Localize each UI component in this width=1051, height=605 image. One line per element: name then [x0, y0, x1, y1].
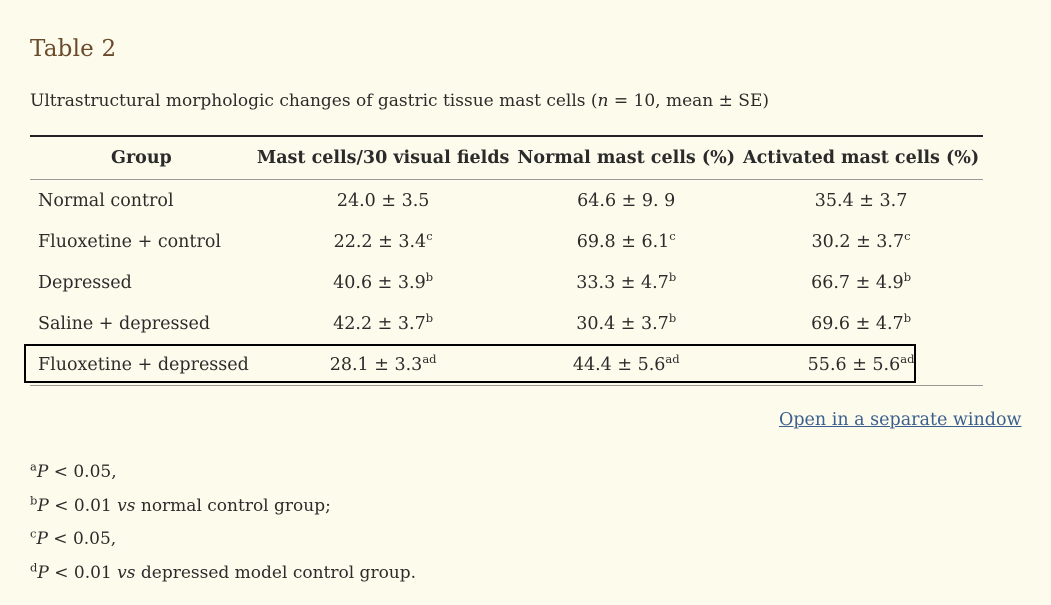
cell-superscript: b: [903, 269, 912, 284]
cell-value: 44.4 ± 5.6: [572, 354, 666, 375]
cell-normal-mast-cells: 30.4 ± 3.7b: [513, 303, 739, 344]
cell-value: 30.4 ± 3.7: [576, 313, 669, 334]
cell-value: 64.6 ± 9. 9: [577, 190, 676, 211]
footnote-vs: vs: [117, 562, 136, 583]
table-row: Saline + depressed 42.2 ± 3.7b 30.4 ± 3.…: [30, 303, 983, 344]
cell-superscript: c: [669, 228, 676, 243]
cell-group: Normal control: [38, 190, 174, 211]
cell-superscript: ad: [422, 351, 437, 366]
cell-superscript: ad: [665, 351, 680, 366]
cell-value: 40.6 ± 3.9: [333, 272, 426, 293]
footnotes: aP < 0.05, bP < 0.01 vs normal control g…: [30, 458, 416, 592]
footnote-mark: c: [30, 526, 37, 541]
cell-group: Fluoxetine + control: [38, 231, 221, 252]
cell-value: 22.2 ± 3.4: [333, 231, 427, 252]
footnote-vs: vs: [117, 495, 136, 516]
footnote-p: P: [36, 462, 49, 482]
footnote-text: < 0.05,: [47, 529, 117, 549]
footnote-text: < 0.01: [48, 495, 118, 516]
cell-value: 30.2 ± 3.7: [811, 231, 905, 252]
caption-n-variable: n: [597, 91, 609, 111]
cell-superscript: c: [904, 228, 911, 243]
cell-value: 66.7 ± 4.9: [811, 272, 904, 293]
cell-value: 35.4 ± 3.7: [814, 190, 908, 211]
footnote-item: cP < 0.05,: [30, 525, 416, 559]
cell-mast-cells: 24.0 ± 3.5: [253, 180, 514, 222]
header-activated-mast-cells: Activated mast cells (%): [743, 148, 980, 168]
cell-mast-cells: 40.6 ± 3.9b: [253, 262, 514, 303]
cell-activated-mast-cells: 69.6 ± 4.7b: [739, 303, 983, 344]
cell-normal-mast-cells: 44.4 ± 5.6ad: [513, 344, 739, 386]
footnote-p: P: [37, 495, 49, 516]
footnote-p: P: [37, 562, 49, 583]
cell-mast-cells: 22.2 ± 3.4c: [253, 221, 514, 262]
table-row: Fluoxetine + control 22.2 ± 3.4c 69.8 ± …: [30, 221, 983, 262]
header-group: Group: [111, 148, 172, 168]
table-row-highlighted: Fluoxetine + depressed 28.1 ± 3.3ad 44.4…: [30, 344, 984, 386]
cell-superscript: b: [425, 310, 434, 325]
footnote-mark: a: [30, 459, 37, 474]
cell-normal-mast-cells: 69.8 ± 6.1c: [513, 221, 739, 262]
cell-group: Depressed: [38, 272, 132, 293]
cell-group: Fluoxetine + depressed: [38, 354, 249, 375]
table-title: Table 2: [30, 36, 117, 62]
header-mast-cells: Mast cells/30 visual fields: [256, 148, 510, 168]
footnote-text: < 0.01: [48, 562, 118, 583]
cell-value: 69.6 ± 4.7: [811, 313, 904, 334]
cell-value: 55.6 ± 5.6: [807, 354, 901, 375]
footnote-mark: d: [30, 559, 38, 574]
caption-text-before: Ultrastructural morphologic changes of g…: [30, 91, 598, 111]
table-row: Normal control 24.0 ± 3.5 64.6 ± 9. 9 35…: [30, 180, 983, 222]
cell-value: 42.2 ± 3.7: [333, 313, 426, 334]
footnote-text: < 0.05,: [48, 462, 117, 482]
footnote-item: bP < 0.01 vs normal control group;: [30, 492, 416, 526]
cell-activated-mast-cells: 55.6 ± 5.6ad: [739, 344, 983, 386]
cell-group: Saline + depressed: [38, 313, 211, 334]
footnote-p: P: [36, 529, 48, 549]
footnote-item: dP < 0.01 vs depressed model control gro…: [30, 559, 416, 593]
cell-mast-cells: 28.1 ± 3.3ad: [253, 344, 514, 386]
cell-value: 24.0 ± 3.5: [336, 190, 430, 211]
cell-normal-mast-cells: 33.3 ± 4.7b: [513, 262, 739, 303]
caption-text-after: = 10, mean ± SE): [608, 91, 769, 111]
cell-superscript: b: [668, 310, 677, 325]
cell-activated-mast-cells: 30.2 ± 3.7c: [739, 221, 983, 262]
cell-superscript: b: [903, 310, 912, 325]
table-row: Depressed 40.6 ± 3.9b 33.3 ± 4.7b 66.7 ±…: [30, 262, 983, 303]
footnote-mark: b: [30, 492, 38, 507]
cell-value: 28.1 ± 3.3: [329, 354, 423, 375]
cell-superscript: b: [668, 269, 677, 284]
footnote-rest: normal control group;: [135, 495, 331, 516]
cell-normal-mast-cells: 64.6 ± 9. 9: [513, 180, 739, 222]
cell-superscript: c: [426, 228, 433, 243]
cell-superscript: ad: [900, 351, 915, 366]
header-normal-mast-cells: Normal mast cells (%): [517, 148, 736, 168]
cell-value: 69.8 ± 6.1: [576, 231, 670, 252]
cell-value: 33.3 ± 4.7: [576, 272, 669, 293]
cell-activated-mast-cells: 66.7 ± 4.9b: [739, 262, 983, 303]
open-in-separate-window-link[interactable]: Open in a separate window: [779, 410, 1022, 430]
cell-activated-mast-cells: 35.4 ± 3.7: [739, 180, 983, 222]
cell-superscript: b: [425, 269, 434, 284]
table-caption: Ultrastructural morphologic changes of g…: [30, 91, 769, 111]
header-row: Group Mast cells/30 visual fields Normal…: [30, 136, 984, 180]
data-table: Group Mast cells/30 visual fields Normal…: [30, 135, 984, 386]
cell-mast-cells: 42.2 ± 3.7b: [253, 303, 514, 344]
footnote-item: aP < 0.05,: [30, 458, 416, 492]
footnote-rest: depressed model control group.: [135, 562, 417, 583]
